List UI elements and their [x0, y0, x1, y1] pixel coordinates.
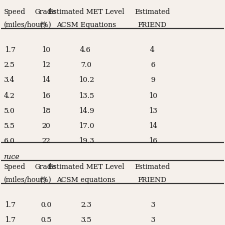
- Text: 1.7: 1.7: [4, 216, 15, 224]
- Text: 5.0: 5.0: [4, 107, 15, 115]
- Text: Speed: Speed: [4, 8, 26, 16]
- Text: 17.0: 17.0: [78, 122, 94, 130]
- Text: Speed: Speed: [4, 163, 26, 171]
- Text: Estimated MET Level: Estimated MET Level: [48, 163, 124, 171]
- Text: 6: 6: [150, 61, 155, 69]
- Text: (miles/hour): (miles/hour): [4, 176, 47, 184]
- Text: 4.6: 4.6: [80, 46, 92, 54]
- Text: 9: 9: [150, 76, 155, 84]
- Text: 0.0: 0.0: [40, 201, 52, 209]
- Text: 16: 16: [148, 137, 157, 146]
- Text: 0.5: 0.5: [40, 216, 52, 224]
- Text: 10: 10: [41, 46, 51, 54]
- Text: 5.5: 5.5: [4, 122, 15, 130]
- Text: 4.2: 4.2: [4, 92, 15, 100]
- Text: 14: 14: [148, 122, 157, 130]
- Text: 6.0: 6.0: [4, 137, 15, 146]
- Text: 2.5: 2.5: [4, 61, 15, 69]
- Text: 14.9: 14.9: [78, 107, 94, 115]
- Text: 16: 16: [41, 92, 51, 100]
- Text: 10.2: 10.2: [78, 76, 94, 84]
- Text: FRIEND: FRIEND: [138, 176, 167, 184]
- Text: 1.7: 1.7: [4, 201, 15, 209]
- Text: 3: 3: [150, 201, 155, 209]
- Text: (miles/hour): (miles/hour): [4, 21, 47, 29]
- Text: 3.4: 3.4: [4, 76, 15, 84]
- Text: 12: 12: [41, 61, 51, 69]
- Text: Estimated: Estimated: [135, 163, 171, 171]
- Text: 3: 3: [150, 216, 155, 224]
- Text: 3.5: 3.5: [80, 216, 92, 224]
- Text: 13: 13: [148, 107, 157, 115]
- Text: 1.7: 1.7: [4, 46, 15, 54]
- Text: 20: 20: [41, 122, 50, 130]
- Text: Estimated: Estimated: [135, 8, 171, 16]
- Text: ruce: ruce: [4, 153, 20, 161]
- Text: 10: 10: [148, 92, 157, 100]
- Text: Grade: Grade: [35, 163, 57, 171]
- Text: (%): (%): [40, 176, 52, 184]
- Text: 22: 22: [41, 137, 50, 146]
- Text: 7.0: 7.0: [80, 61, 92, 69]
- Text: 13.5: 13.5: [78, 92, 94, 100]
- Text: 19.3: 19.3: [78, 137, 94, 146]
- Text: FRIEND: FRIEND: [138, 21, 167, 29]
- Text: Grade: Grade: [35, 8, 57, 16]
- Text: Estimated MET Level: Estimated MET Level: [48, 8, 124, 16]
- Text: ACSM equations: ACSM equations: [56, 176, 115, 184]
- Text: 18: 18: [41, 107, 51, 115]
- Text: 14: 14: [41, 76, 51, 84]
- Text: 2.3: 2.3: [80, 201, 92, 209]
- Text: 4: 4: [150, 46, 155, 54]
- Text: ACSM Equations: ACSM Equations: [56, 21, 116, 29]
- Text: (%): (%): [40, 21, 52, 29]
